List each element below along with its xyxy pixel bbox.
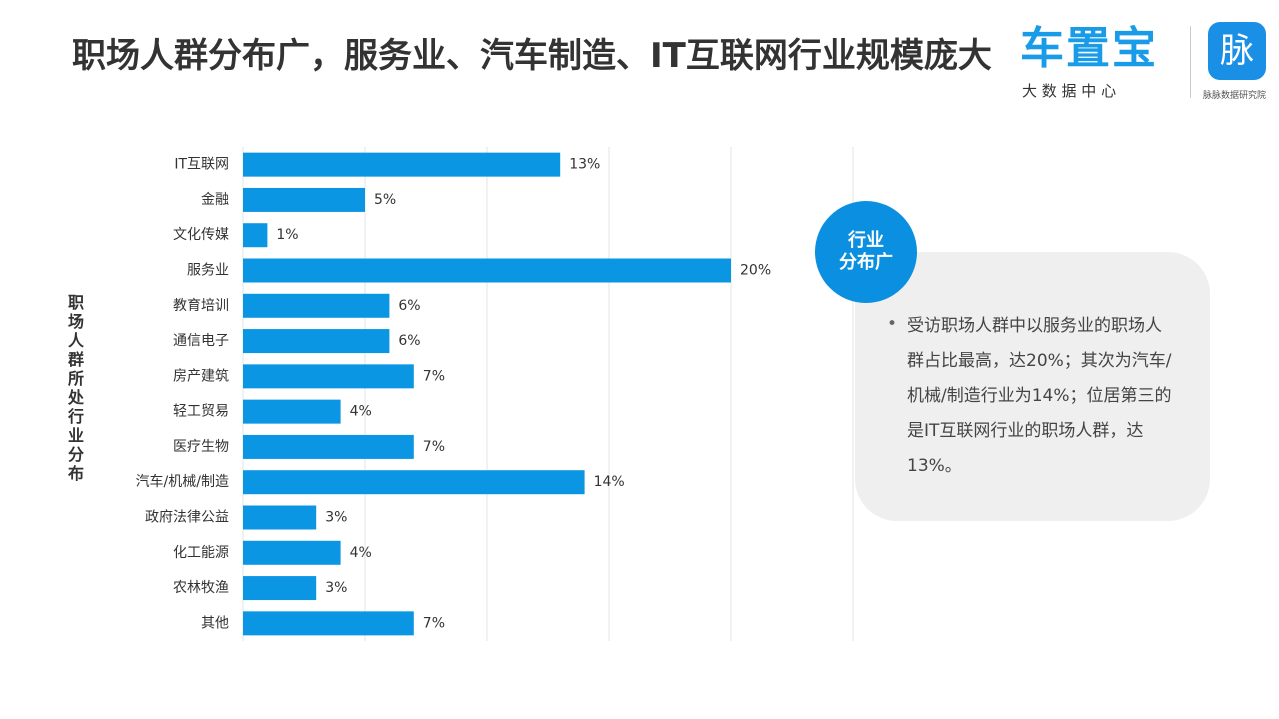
brand-subtitle: 大 数 据 中 心 [1022, 82, 1117, 100]
callout-badge: 行业 分布广 [815, 201, 917, 303]
y-tick-label: 政府法律公益 [145, 510, 229, 526]
y-tick-label: 金融 [201, 192, 229, 208]
value-label: 5% [374, 192, 396, 208]
divider [1190, 26, 1191, 98]
bar [243, 576, 317, 601]
value-label: 6% [398, 333, 420, 349]
y-tick-label: 通信电子 [173, 333, 229, 349]
bar [243, 258, 731, 283]
bar [243, 611, 414, 636]
bar [243, 187, 365, 212]
bullet: • [887, 314, 898, 334]
value-label: 7% [423, 615, 445, 631]
bar [243, 223, 268, 248]
bar [243, 540, 341, 565]
y-tick-label: 化工能源 [173, 545, 229, 561]
y-tick-label: 房产建筑 [173, 368, 229, 384]
value-label: 13% [569, 157, 600, 173]
badge-logo: 脉 [1208, 22, 1266, 80]
value-label: 4% [350, 404, 372, 420]
y-tick-label: 汽车/机械/制造 [136, 473, 229, 490]
org-name: 脉脉数据研究院 [1203, 91, 1267, 101]
y-tick-label: 农林牧渔 [173, 580, 229, 596]
bar [243, 434, 414, 459]
value-label: 3% [325, 580, 347, 596]
value-label: 4% [350, 545, 372, 561]
bar [243, 505, 317, 530]
value-label: 14% [594, 474, 625, 490]
chart: IT互联网 13% 金融 5% 文化传媒 1% 服务业 20% 教育培训 6% 通信电子 6% 房产建筑… [136, 147, 854, 641]
brand-logo: 车置宝 [1020, 23, 1158, 74]
y-axis-label: 职场人群所处行业分布 [65, 294, 84, 484]
y-tick-label: 文化传媒 [173, 227, 229, 243]
y-tick-label: 其他 [201, 615, 229, 631]
value-label: 7% [423, 439, 445, 455]
value-label: 20% [740, 263, 771, 279]
badge-line: 行业 [848, 230, 884, 251]
title: 职场人群分布广，服务业、汽车制造、IT互联网行业规模庞大 [72, 36, 992, 76]
y-tick-label: IT互联网 [174, 157, 229, 173]
y-tick-label: 轻工贸易 [173, 404, 229, 420]
callout-panel [855, 252, 1210, 521]
bar [243, 329, 390, 354]
bar [243, 399, 341, 424]
callout-text: 受访职场人群中以服务业的职场人群占比最高，达20%；其次为汽车/机械/制造行业为… [907, 316, 1172, 476]
value-label: 7% [423, 368, 445, 384]
value-label: 3% [325, 510, 347, 526]
y-tick-label: 服务业 [187, 263, 229, 279]
y-tick-label: 教育培训 [173, 298, 229, 314]
bar [243, 293, 390, 318]
bar [243, 152, 561, 177]
bar [243, 364, 414, 389]
badge-line: 分布广 [839, 252, 893, 273]
bar [243, 470, 585, 495]
value-label: 6% [398, 298, 420, 314]
y-tick-label: 医疗生物 [173, 439, 229, 455]
value-label: 1% [276, 227, 298, 243]
